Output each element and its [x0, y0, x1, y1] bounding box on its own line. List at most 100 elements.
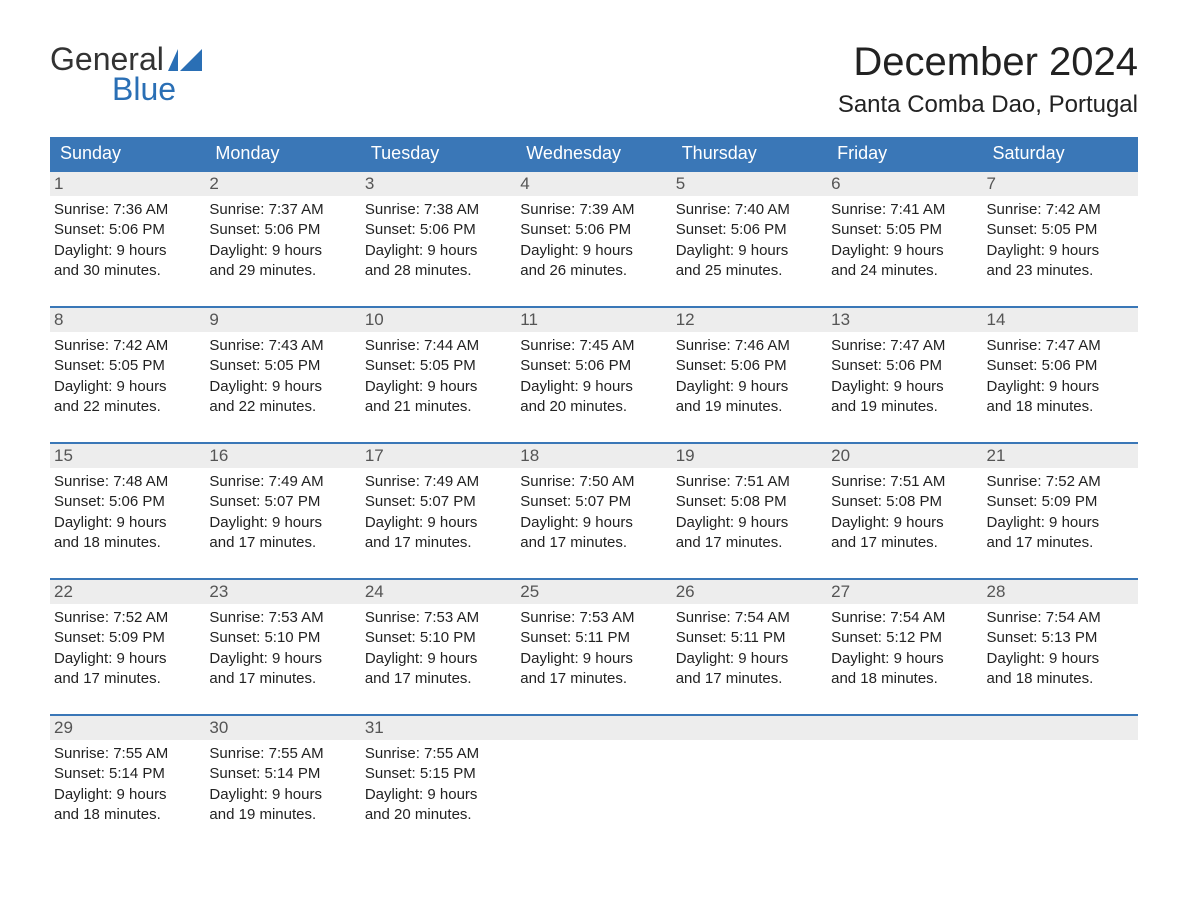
- day-line-sr: Sunrise: 7:48 AM: [54, 472, 199, 492]
- day-line-ss: Sunset: 5:06 PM: [520, 356, 665, 376]
- day-number: 9: [205, 308, 360, 332]
- day-line-ss: Sunset: 5:08 PM: [831, 492, 976, 512]
- weekday-header: Sunday: [50, 137, 205, 170]
- day-number: 27: [827, 580, 982, 604]
- day-cell: 31Sunrise: 7:55 AMSunset: 5:15 PMDayligh…: [361, 716, 516, 836]
- day-number: 25: [516, 580, 671, 604]
- day-number: 5: [672, 172, 827, 196]
- weekday-header: Friday: [827, 137, 982, 170]
- day-line-d1: Daylight: 9 hours: [520, 241, 665, 261]
- day-body: Sunrise: 7:44 AMSunset: 5:05 PMDaylight:…: [361, 332, 516, 421]
- day-line-ss: Sunset: 5:15 PM: [365, 764, 510, 784]
- day-number: 17: [361, 444, 516, 468]
- day-line-d1: Daylight: 9 hours: [987, 377, 1132, 397]
- day-cell: [516, 716, 671, 836]
- day-line-sr: Sunrise: 7:37 AM: [209, 200, 354, 220]
- day-line-d1: Daylight: 9 hours: [365, 649, 510, 669]
- day-body: Sunrise: 7:54 AMSunset: 5:12 PMDaylight:…: [827, 604, 982, 693]
- day-number: 8: [50, 308, 205, 332]
- day-line-d2: and 18 minutes.: [987, 397, 1132, 417]
- day-line-ss: Sunset: 5:11 PM: [520, 628, 665, 648]
- day-line-sr: Sunrise: 7:53 AM: [520, 608, 665, 628]
- day-line-ss: Sunset: 5:14 PM: [209, 764, 354, 784]
- day-cell: [827, 716, 982, 836]
- day-line-d2: and 26 minutes.: [520, 261, 665, 281]
- day-line-ss: Sunset: 5:06 PM: [520, 220, 665, 240]
- day-line-d2: and 17 minutes.: [987, 533, 1132, 553]
- day-body: Sunrise: 7:45 AMSunset: 5:06 PMDaylight:…: [516, 332, 671, 421]
- day-number: 13: [827, 308, 982, 332]
- day-line-d1: Daylight: 9 hours: [365, 513, 510, 533]
- day-line-d2: and 17 minutes.: [831, 533, 976, 553]
- day-body: Sunrise: 7:47 AMSunset: 5:06 PMDaylight:…: [827, 332, 982, 421]
- day-body: Sunrise: 7:37 AMSunset: 5:06 PMDaylight:…: [205, 196, 360, 285]
- day-line-d1: Daylight: 9 hours: [987, 649, 1132, 669]
- day-line-ss: Sunset: 5:11 PM: [676, 628, 821, 648]
- day-line-sr: Sunrise: 7:54 AM: [987, 608, 1132, 628]
- day-cell: [983, 716, 1138, 836]
- day-line-sr: Sunrise: 7:54 AM: [831, 608, 976, 628]
- day-cell: 27Sunrise: 7:54 AMSunset: 5:12 PMDayligh…: [827, 580, 982, 700]
- day-body: Sunrise: 7:53 AMSunset: 5:10 PMDaylight:…: [361, 604, 516, 693]
- day-line-d2: and 21 minutes.: [365, 397, 510, 417]
- day-line-d2: and 17 minutes.: [520, 669, 665, 689]
- day-line-d1: Daylight: 9 hours: [54, 241, 199, 261]
- day-line-d1: Daylight: 9 hours: [365, 785, 510, 805]
- day-line-sr: Sunrise: 7:36 AM: [54, 200, 199, 220]
- day-line-d2: and 18 minutes.: [987, 669, 1132, 689]
- day-cell: 28Sunrise: 7:54 AMSunset: 5:13 PMDayligh…: [983, 580, 1138, 700]
- day-line-sr: Sunrise: 7:52 AM: [54, 608, 199, 628]
- day-number: 31: [361, 716, 516, 740]
- day-line-d1: Daylight: 9 hours: [520, 513, 665, 533]
- day-cell: 13Sunrise: 7:47 AMSunset: 5:06 PMDayligh…: [827, 308, 982, 428]
- day-number: 14: [983, 308, 1138, 332]
- day-body: Sunrise: 7:49 AMSunset: 5:07 PMDaylight:…: [205, 468, 360, 557]
- day-cell: 4Sunrise: 7:39 AMSunset: 5:06 PMDaylight…: [516, 172, 671, 292]
- day-line-d2: and 18 minutes.: [831, 669, 976, 689]
- day-number: 24: [361, 580, 516, 604]
- day-line-sr: Sunrise: 7:40 AM: [676, 200, 821, 220]
- day-line-d1: Daylight: 9 hours: [520, 649, 665, 669]
- day-number: 30: [205, 716, 360, 740]
- day-number: 29: [50, 716, 205, 740]
- day-line-d1: Daylight: 9 hours: [209, 241, 354, 261]
- day-number: 28: [983, 580, 1138, 604]
- day-line-ss: Sunset: 5:06 PM: [676, 220, 821, 240]
- day-line-sr: Sunrise: 7:53 AM: [209, 608, 354, 628]
- day-line-d2: and 17 minutes.: [209, 669, 354, 689]
- title-block: December 2024 Santa Comba Dao, Portugal: [838, 40, 1138, 119]
- day-line-ss: Sunset: 5:07 PM: [365, 492, 510, 512]
- day-number: 12: [672, 308, 827, 332]
- day-line-d1: Daylight: 9 hours: [209, 513, 354, 533]
- day-line-d2: and 20 minutes.: [365, 805, 510, 825]
- day-line-d2: and 23 minutes.: [987, 261, 1132, 281]
- day-number: 2: [205, 172, 360, 196]
- day-line-d2: and 19 minutes.: [676, 397, 821, 417]
- weekday-header: Tuesday: [361, 137, 516, 170]
- day-body: Sunrise: 7:55 AMSunset: 5:14 PMDaylight:…: [50, 740, 205, 829]
- weekday-header-row: SundayMondayTuesdayWednesdayThursdayFrid…: [50, 137, 1138, 170]
- day-body: Sunrise: 7:50 AMSunset: 5:07 PMDaylight:…: [516, 468, 671, 557]
- day-cell: 20Sunrise: 7:51 AMSunset: 5:08 PMDayligh…: [827, 444, 982, 564]
- day-cell: 15Sunrise: 7:48 AMSunset: 5:06 PMDayligh…: [50, 444, 205, 564]
- day-line-d2: and 22 minutes.: [209, 397, 354, 417]
- day-cell: 5Sunrise: 7:40 AMSunset: 5:06 PMDaylight…: [672, 172, 827, 292]
- day-body: Sunrise: 7:40 AMSunset: 5:06 PMDaylight:…: [672, 196, 827, 285]
- day-line-sr: Sunrise: 7:47 AM: [987, 336, 1132, 356]
- day-number: 23: [205, 580, 360, 604]
- calendar: SundayMondayTuesdayWednesdayThursdayFrid…: [50, 137, 1138, 836]
- day-line-d2: and 18 minutes.: [54, 805, 199, 825]
- day-cell: 30Sunrise: 7:55 AMSunset: 5:14 PMDayligh…: [205, 716, 360, 836]
- day-line-sr: Sunrise: 7:42 AM: [987, 200, 1132, 220]
- day-line-d1: Daylight: 9 hours: [676, 377, 821, 397]
- day-line-d2: and 17 minutes.: [365, 669, 510, 689]
- day-line-d1: Daylight: 9 hours: [365, 241, 510, 261]
- day-number: 6: [827, 172, 982, 196]
- day-number: 18: [516, 444, 671, 468]
- day-line-sr: Sunrise: 7:45 AM: [520, 336, 665, 356]
- day-line-sr: Sunrise: 7:47 AM: [831, 336, 976, 356]
- day-line-sr: Sunrise: 7:39 AM: [520, 200, 665, 220]
- day-line-d1: Daylight: 9 hours: [365, 377, 510, 397]
- day-line-sr: Sunrise: 7:50 AM: [520, 472, 665, 492]
- day-number: 26: [672, 580, 827, 604]
